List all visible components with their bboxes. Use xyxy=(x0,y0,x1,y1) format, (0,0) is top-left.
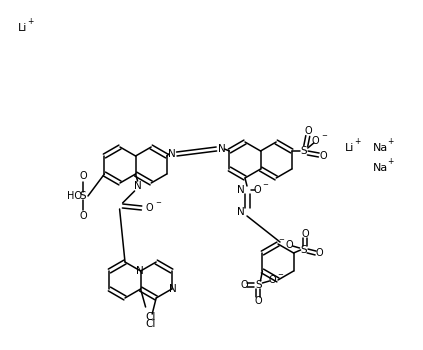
Text: Na: Na xyxy=(373,143,388,153)
Text: N: N xyxy=(136,266,143,276)
Text: O: O xyxy=(286,240,294,250)
Text: O: O xyxy=(312,136,320,146)
Text: O: O xyxy=(305,126,313,136)
Text: −: − xyxy=(262,182,268,188)
Text: N: N xyxy=(237,185,245,195)
Text: N: N xyxy=(237,207,245,217)
Text: O: O xyxy=(79,211,87,221)
Text: −: − xyxy=(277,272,283,278)
Text: Cl: Cl xyxy=(146,312,156,322)
Text: Li: Li xyxy=(345,143,354,153)
Text: +: + xyxy=(387,138,393,147)
Text: O: O xyxy=(241,280,248,290)
Text: S: S xyxy=(300,245,307,255)
Text: +: + xyxy=(387,158,393,167)
Text: N: N xyxy=(217,144,225,154)
Text: O: O xyxy=(255,296,262,306)
Text: −: − xyxy=(279,237,285,243)
Text: O: O xyxy=(320,151,327,161)
Text: Li: Li xyxy=(18,23,27,33)
Text: HO: HO xyxy=(67,191,82,201)
Text: Na: Na xyxy=(373,163,388,173)
Text: +: + xyxy=(354,138,360,147)
Text: O: O xyxy=(269,275,276,285)
Text: −: − xyxy=(321,133,327,139)
Text: Cl: Cl xyxy=(145,319,155,329)
Text: S: S xyxy=(80,191,86,201)
Text: O: O xyxy=(79,171,87,181)
Text: N: N xyxy=(134,181,141,191)
Text: S: S xyxy=(255,280,262,290)
Text: S: S xyxy=(300,146,307,156)
Text: −: − xyxy=(156,200,162,206)
Text: O: O xyxy=(253,185,261,195)
Text: +: + xyxy=(27,18,33,27)
Text: N: N xyxy=(169,284,177,294)
Text: O: O xyxy=(146,203,154,213)
Text: O: O xyxy=(302,229,309,239)
Text: O: O xyxy=(316,248,324,258)
Text: N: N xyxy=(168,149,176,159)
